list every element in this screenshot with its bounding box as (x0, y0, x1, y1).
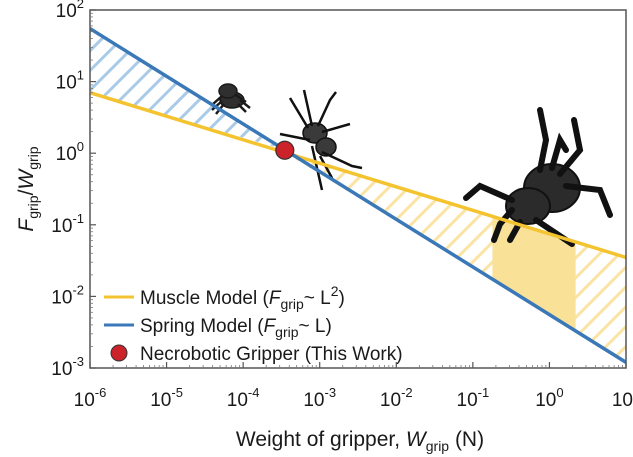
tarantula-icon (463, 107, 613, 247)
y-axis-label: Fgrip/Wgrip (15, 146, 41, 231)
x-tick-label: 10-3 (303, 385, 336, 411)
spider-illustrations (211, 83, 613, 247)
plot-frame (89, 9, 627, 369)
y-tick-label: 10-3 (51, 354, 84, 380)
series-line-muscle-model (90, 91, 626, 260)
x-axis-label: Weight of gripper, Wgrip (N) (236, 428, 484, 454)
svg-text:Muscle Model (Fgrip~ L2): Muscle Model (Fgrip~ L2) (140, 283, 345, 312)
x-tick-label: 10-5 (150, 385, 183, 411)
y-tick-label: 10-2 (51, 282, 84, 308)
marker-layer (275, 140, 295, 160)
necrobotic-gripper-point (275, 140, 295, 160)
legend-item-necrobotic-gripper: Necrobotic Gripper (This Work) (110, 344, 403, 365)
svg-text:Spring Model (Fgrip~ L): Spring Model (Fgrip~ L) (140, 316, 332, 340)
x-tick-label: 100 (535, 385, 563, 411)
svg-text:Necrobotic Gripper (This Work): Necrobotic Gripper (This Work) (140, 344, 403, 365)
series-lines (90, 27, 626, 364)
y-tick-label: 10-1 (51, 211, 84, 237)
x-tick-label: 10-4 (227, 385, 260, 411)
legend: Muscle Model (Fgrip~ L2) Spring Model (F… (104, 283, 403, 365)
y-tick-label: 100 (56, 139, 84, 165)
highlight-band (492, 216, 576, 331)
jumping-spider-icon (211, 83, 251, 115)
x-tick-label: 101 (612, 385, 633, 411)
y-axis: 10-3 10-2 10-1 100 101 102 (51, 0, 96, 380)
x-tick-label: 10-6 (74, 385, 107, 411)
legend-item-muscle-model: Muscle Model (Fgrip~ L2) (104, 283, 345, 312)
y-tick-label: 102 (56, 0, 84, 22)
y-tick-label: 101 (56, 68, 84, 94)
x-tick-label: 10-2 (380, 385, 413, 411)
x-tick-label: 10-1 (457, 385, 490, 411)
legend-item-spring-model: Spring Model (Fgrip~ L) (104, 316, 332, 340)
x-axis: 10-6 10-5 10-4 10-3 10-2 10-1 100 101 (74, 362, 633, 411)
wolf-spider-icon (279, 89, 363, 191)
series-line-spring-model (90, 27, 626, 364)
